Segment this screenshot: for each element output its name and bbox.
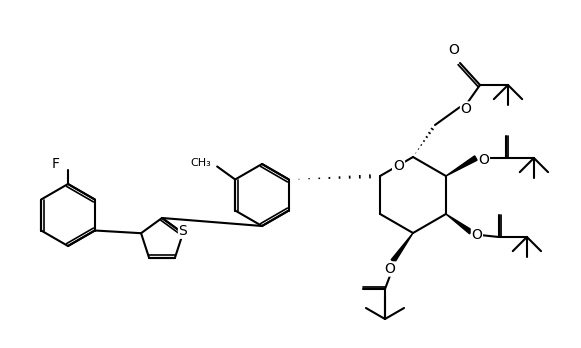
Polygon shape [446, 156, 477, 176]
Text: F: F [52, 157, 60, 171]
Text: O: O [461, 102, 471, 116]
Text: O: O [393, 159, 404, 174]
Text: O: O [479, 153, 489, 167]
Text: S: S [178, 224, 187, 238]
Polygon shape [391, 233, 413, 262]
Text: CH₃: CH₃ [191, 158, 211, 167]
Text: O: O [471, 228, 482, 242]
Text: O: O [449, 43, 460, 57]
Text: O: O [385, 262, 396, 276]
Polygon shape [446, 214, 472, 234]
